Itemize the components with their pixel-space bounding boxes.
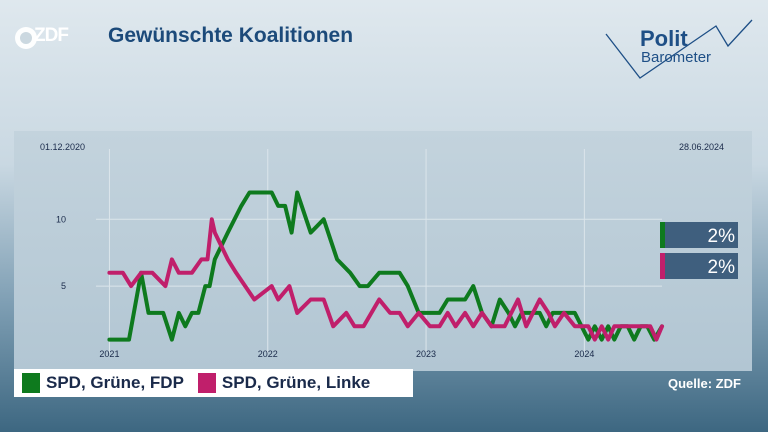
value-label-0: 2% [708,226,736,247]
zdf-logo-icon [15,27,37,49]
legend-swatch-0 [22,373,40,393]
x-tick-label-2: 2023 [416,349,436,359]
politbarometer-logo-icon [605,19,753,79]
page-title: Gewünschte Koalitionen [108,24,354,47]
value-box-1 [660,253,738,279]
brand-line1: Polit [640,26,688,51]
y-tick-label-0: 10 [56,214,66,224]
source-note: Quelle: ZDF [668,376,741,391]
value-box-marker-0 [660,222,665,248]
line-chart: 2021 2022 2023 2024 10 5 01.12.2020 28.06.2024 2… [40,142,738,359]
x-tick-label-0: 2021 [99,349,119,359]
legend-item-1: SPD, Grüne, Linke [197,373,371,393]
series-line-0 [107,190,664,342]
legend-item-0: SPD, Grüne, FDP [22,373,184,393]
value-box-0 [660,222,738,248]
legend: SPD, Grüne, FDP SPD, Grüne, Linke [14,369,413,397]
value-label-1: 2% [708,257,736,278]
value-box-marker-1 [660,253,665,279]
x-tick-label-3: 2024 [574,349,594,359]
chart-panel: 2021 2022 2023 2024 10 5 01.12.2020 28.06.2024 2… [14,131,752,371]
brand-line2: Barometer [641,49,712,66]
series-line-1 [107,217,664,342]
date-start-label: 01.12.2020 [40,142,85,152]
x-tick-label-1: 2022 [258,349,278,359]
y-tick-label-1: 5 [61,281,66,291]
date-end-label: 28.06.2024 [679,142,724,152]
legend-label-0: SPD, Grüne, FDP [46,373,184,392]
legend-label-1: SPD, Grüne, Linke [221,373,371,392]
legend-swatch-1 [197,373,216,393]
logo-text: ZDF [34,25,69,46]
